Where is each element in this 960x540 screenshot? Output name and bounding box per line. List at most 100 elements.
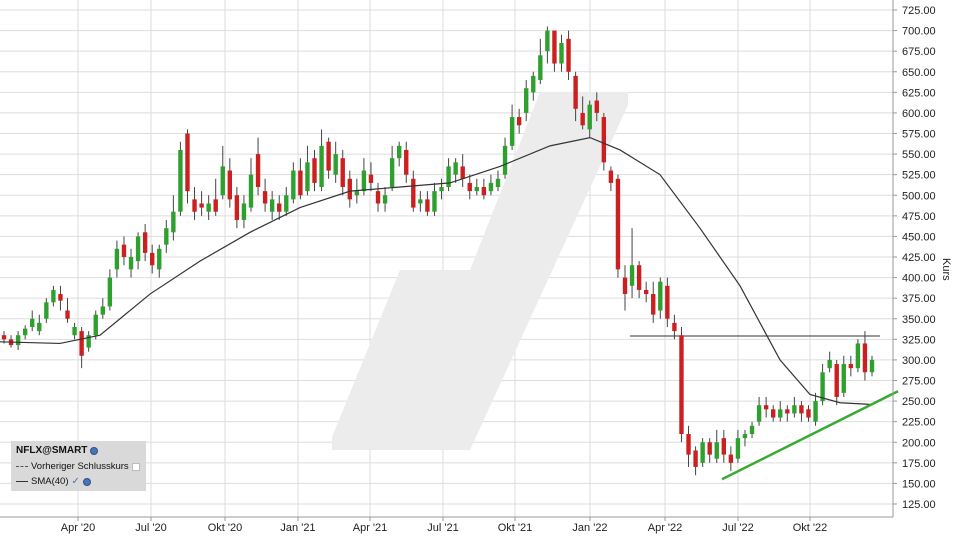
- candle: [538, 38, 543, 85]
- candle: [51, 285, 56, 307]
- candle-body: [735, 438, 741, 459]
- candle: [312, 149, 317, 192]
- y-tick-label: 150.00: [902, 478, 936, 490]
- candle-body: [298, 170, 303, 196]
- candle-body: [107, 277, 113, 307]
- candle: [375, 182, 381, 212]
- candle: [524, 79, 529, 122]
- candle-body: [679, 335, 684, 435]
- candle-body: [333, 154, 338, 175]
- candle-body: [58, 294, 63, 301]
- candle: [255, 137, 261, 196]
- candle-body: [51, 289, 56, 303]
- x-tick-label: Apr '20: [61, 522, 96, 534]
- candle: [615, 174, 621, 278]
- candle-body: [827, 359, 832, 369]
- candle: [291, 162, 296, 204]
- candle-body: [199, 203, 204, 208]
- candle: [284, 187, 289, 216]
- candle-body: [241, 203, 247, 220]
- candle: [107, 269, 113, 311]
- candle-body: [467, 182, 472, 192]
- candle: [65, 298, 70, 323]
- candle-body: [615, 178, 621, 270]
- candle-body: [432, 191, 437, 212]
- candle: [269, 191, 275, 220]
- candle: [100, 298, 105, 319]
- checkbox-icon[interactable]: [131, 462, 140, 471]
- candle: [587, 100, 592, 138]
- y-tick-label: 450.00: [902, 231, 936, 243]
- candle: [862, 331, 868, 381]
- candle: [128, 248, 134, 278]
- candle-body: [44, 302, 49, 319]
- legend-previous-close-label: Vorheriger Schlusskurs: [31, 461, 129, 472]
- check-icon[interactable]: ✓: [71, 476, 80, 487]
- candle-body: [601, 117, 607, 163]
- trendline-segment: [721, 390, 899, 481]
- candle: [806, 405, 811, 422]
- candle: [651, 281, 656, 323]
- legend-sma: SMA(40) ✓: [16, 476, 91, 487]
- candle-body: [192, 199, 197, 212]
- candle-body: [142, 232, 148, 253]
- x-tick-label: Jul '20: [135, 522, 166, 534]
- x-tick-label: Okt '20: [208, 522, 243, 534]
- candle-body: [820, 372, 825, 402]
- x-tick-label: Jan '21: [280, 522, 315, 534]
- candle: [474, 178, 480, 196]
- legend-sma-label: SMA(40): [31, 476, 69, 487]
- candle: [396, 141, 402, 167]
- candle-body: [862, 343, 868, 373]
- candle-body: [411, 178, 416, 208]
- y-tick-label: 300.00: [902, 355, 936, 367]
- candle-body: [220, 166, 225, 196]
- candle-body: [651, 294, 656, 315]
- candle-body: [707, 442, 712, 455]
- candle: [629, 228, 635, 299]
- y-tick-label: 325.00: [902, 334, 936, 346]
- x-tick-label: Jul '21: [427, 522, 458, 534]
- candle: [241, 195, 247, 229]
- candle-body: [248, 174, 254, 208]
- globe-icon[interactable]: [82, 477, 91, 486]
- candle: [220, 145, 225, 200]
- candle-body: [665, 285, 670, 319]
- candle: [206, 195, 211, 220]
- candle: [643, 281, 649, 303]
- sma-line: [0, 136, 871, 405]
- candle-body: [361, 170, 367, 192]
- candle-body: [693, 450, 698, 467]
- candle: [114, 240, 120, 278]
- candle-body: [340, 158, 345, 188]
- candle: [277, 195, 282, 220]
- candle-body: [622, 277, 628, 295]
- globe-icon[interactable]: [90, 446, 99, 455]
- candle-body: [721, 438, 726, 455]
- candle: [79, 326, 84, 369]
- y-tick-label: 700.00: [902, 26, 936, 38]
- candle: [121, 236, 127, 266]
- candle-body: [389, 158, 395, 188]
- x-tick-label: Apr '22: [648, 522, 683, 534]
- candle: [404, 141, 409, 183]
- y-tick-label: 125.00: [902, 499, 936, 511]
- candle-body: [86, 335, 91, 348]
- x-tick-label: Okt '22: [793, 522, 828, 534]
- candle: [326, 137, 331, 179]
- y-tick-label: 650.00: [902, 67, 936, 79]
- candle: [262, 178, 268, 212]
- candle: [411, 170, 416, 212]
- candle-body: [771, 409, 776, 418]
- candle: [248, 158, 254, 212]
- candle-body: [439, 187, 444, 192]
- candle: [319, 129, 324, 192]
- y-tick-label: 375.00: [902, 293, 936, 305]
- candle: [425, 191, 430, 216]
- candle-body: [636, 265, 642, 290]
- candle-body: [714, 442, 719, 459]
- candle: [693, 446, 698, 476]
- candle: [15, 331, 21, 351]
- candle-body: [749, 425, 755, 435]
- x-tick-label: Okt '21: [498, 522, 533, 534]
